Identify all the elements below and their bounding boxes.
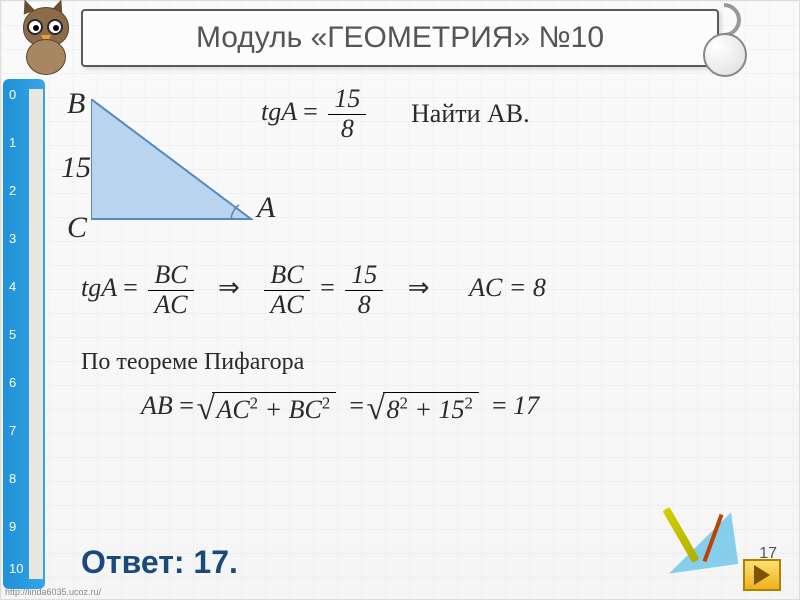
find-text: Найти АВ.: [411, 99, 530, 129]
r1b: BC: [289, 395, 322, 424]
vertex-A: А: [257, 191, 275, 225]
geometry-tools-icon: [625, 493, 745, 573]
vertex-C: С: [67, 211, 87, 245]
f1d: AC: [148, 291, 193, 320]
ruler-num: 2: [9, 183, 16, 198]
ruler-num: 7: [9, 423, 16, 438]
f3d: 8: [345, 291, 383, 320]
frac-den: 8: [328, 115, 366, 144]
r1a: AC: [216, 395, 249, 424]
answer-text: Ответ: 17.: [81, 544, 238, 581]
tgA: tgA: [81, 273, 117, 302]
r2a: 8: [387, 395, 400, 424]
pythag-label: По теореме Пифагора: [81, 349, 304, 376]
tgA-text: tgA: [261, 97, 297, 126]
next-button[interactable]: [743, 559, 781, 591]
ruler-decoration: 0 1 2 3 4 5 6 7 8 9 10: [3, 79, 45, 589]
triangle-svg: [91, 99, 271, 239]
f2n: BC: [264, 261, 309, 291]
AB: AB: [141, 391, 173, 420]
ruler-num: 1: [9, 135, 16, 150]
owl-icon: [11, 5, 81, 75]
pythag-formula: AB = √ AC2 + BC2 = √ 82 + 152 = 17: [141, 391, 539, 425]
f1n: BC: [148, 261, 193, 291]
ruler-num: 6: [9, 375, 16, 390]
given-formula: tgA = 15 8: [261, 85, 370, 143]
title-bar: Модуль «ГЕОМЕТРИЯ» №10: [81, 9, 719, 67]
ruler-num: 5: [9, 327, 16, 342]
hanger-decoration: [689, 1, 759, 81]
pythag-result: 17: [513, 391, 539, 420]
frac-num: 15: [328, 85, 366, 115]
ruler-num: 10: [9, 561, 23, 576]
ruler-num: 9: [9, 519, 16, 534]
ruler-num: 8: [9, 471, 16, 486]
r2b: 15: [439, 395, 465, 424]
vertex-B: В: [67, 87, 85, 121]
ruler-num: 3: [9, 231, 16, 246]
ruler-num: 0: [9, 87, 16, 102]
step1-formula: tgA = BC AC ⇒ BC AC = 15 8 ⇒ AC = 8: [81, 261, 546, 319]
ruler-num: 4: [9, 279, 16, 294]
triangle-figure: В 15 С А: [61, 89, 261, 249]
ac-result: AC = 8: [469, 273, 546, 302]
slide: Модуль «ГЕОМЕТРИЯ» №10 0 1 2 3 4 5 6 7 8…: [0, 0, 800, 600]
f3n: 15: [345, 261, 383, 291]
title-text: Модуль «ГЕОМЕТРИЯ» №10: [196, 21, 604, 55]
f2d: AC: [264, 291, 309, 320]
side-BC-length: 15: [61, 151, 91, 185]
